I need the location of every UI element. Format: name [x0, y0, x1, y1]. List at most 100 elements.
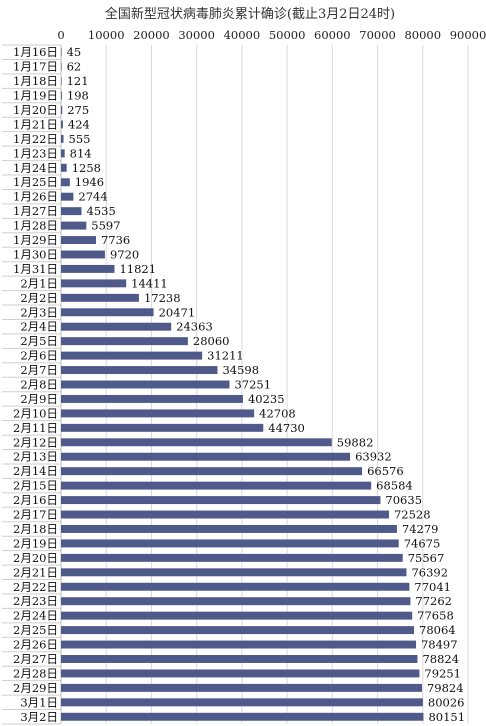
bar	[61, 236, 96, 245]
x-axis-ticks: 0 10000 20000 30000 40000 50000 60000 70000 8000…	[57, 28, 486, 42]
category-label: 2月24日	[13, 609, 58, 623]
value-label: 424	[68, 117, 90, 131]
category-label: 2月2日	[20, 291, 58, 305]
category-label: 1月25日	[13, 175, 58, 189]
bar	[61, 394, 243, 403]
value-label: 62	[67, 60, 82, 74]
bar	[61, 106, 63, 114]
bar	[61, 178, 70, 187]
bar	[61, 163, 67, 172]
bar	[61, 496, 381, 505]
value-label: 275	[67, 103, 89, 117]
value-label: 14411	[131, 276, 168, 290]
value-label: 59882	[337, 435, 374, 449]
value-label: 78064	[419, 623, 456, 637]
value-label: 77041	[414, 580, 451, 594]
value-label: 40235	[248, 392, 285, 406]
category-label: 2月18日	[13, 522, 58, 536]
category-label: 2月9日	[20, 392, 58, 406]
x-tick-label: 60000	[314, 28, 351, 42]
bar	[61, 207, 82, 216]
bar	[61, 91, 62, 100]
bar	[61, 380, 230, 389]
category-label: 1月31日	[13, 262, 58, 276]
category-label: 1月18日	[13, 74, 58, 88]
category-label: 1月20日	[13, 103, 58, 117]
category-label: 2月3日	[20, 305, 58, 319]
bar	[61, 510, 389, 519]
category-label: 2月23日	[13, 594, 58, 608]
category-label: 2月14日	[13, 464, 58, 478]
value-label: 5597	[91, 219, 120, 233]
category-label: 2月15日	[13, 479, 58, 493]
bar	[61, 48, 62, 57]
bar	[61, 134, 64, 143]
category-label: 2月17日	[13, 508, 58, 522]
category-label: 2月12日	[13, 435, 58, 449]
category-label: 2月25日	[13, 623, 58, 637]
value-label: 77658	[417, 609, 454, 623]
category-label: 2月20日	[13, 551, 58, 565]
x-tick-label: 0	[57, 28, 64, 42]
value-label: 80026	[428, 695, 465, 709]
x-tick-label: 30000	[178, 28, 215, 42]
category-label: 1月22日	[13, 132, 58, 146]
value-label: 78497	[421, 638, 458, 652]
bar	[61, 452, 351, 461]
value-label: 77262	[415, 594, 452, 608]
x-tick-label: 40000	[224, 28, 261, 42]
category-label: 1月19日	[13, 89, 58, 103]
chart-title: 全国新型冠状病毒肺炎累计确诊(截止3月2日24时)	[105, 6, 395, 22]
bar	[61, 423, 264, 432]
bar	[61, 337, 188, 346]
category-label: 2月8日	[20, 378, 58, 392]
bar	[61, 524, 397, 533]
category-label: 2月11日	[13, 421, 58, 435]
bar	[61, 712, 424, 721]
bar	[61, 62, 62, 71]
bar	[61, 308, 154, 317]
value-label: 75567	[408, 551, 445, 565]
value-label: 17238	[144, 291, 181, 305]
value-label: 1258	[72, 161, 101, 175]
bar	[61, 264, 115, 273]
category-label: 2月22日	[13, 580, 58, 594]
bar	[61, 698, 423, 707]
category-label: 1月28日	[13, 219, 58, 233]
value-label: 70635	[385, 493, 422, 507]
category-label: 2月21日	[13, 565, 58, 579]
bar	[61, 669, 420, 678]
x-tick-label: 80000	[404, 28, 441, 42]
value-label: 80151	[428, 710, 465, 724]
category-label: 3月2日	[20, 710, 58, 724]
bar	[61, 279, 127, 288]
category-label: 2月19日	[13, 536, 58, 550]
value-label: 20471	[159, 305, 196, 319]
category-label: 1月27日	[13, 204, 58, 218]
value-label: 78824	[422, 652, 459, 666]
category-label: 2月5日	[20, 334, 58, 348]
bar	[61, 293, 139, 302]
value-label: 4535	[87, 204, 116, 218]
value-label: 814	[70, 146, 92, 160]
value-label: 31211	[207, 349, 244, 363]
category-label: 2月16日	[13, 493, 58, 507]
value-label: 1946	[75, 175, 104, 189]
bar	[61, 250, 105, 259]
category-label: 1月24日	[13, 161, 58, 175]
value-label: 7736	[101, 233, 130, 247]
value-label: 66576	[367, 464, 404, 478]
gridlines	[60, 45, 469, 724]
category-label: 2月28日	[13, 666, 58, 680]
bar	[61, 221, 87, 230]
value-label: 63932	[355, 450, 392, 464]
category-label: 1月23日	[13, 146, 58, 160]
category-label: 3月1日	[20, 695, 58, 709]
category-label: 1月21日	[13, 117, 58, 131]
value-label: 2744	[78, 190, 107, 204]
category-rows: 1月16日1月17日1月18日1月19日1月20日1月21日1月22日1月23日…	[2, 44, 62, 725]
bar	[61, 192, 74, 201]
value-label: 37251	[234, 378, 271, 392]
x-tick-label: 20000	[133, 28, 170, 42]
